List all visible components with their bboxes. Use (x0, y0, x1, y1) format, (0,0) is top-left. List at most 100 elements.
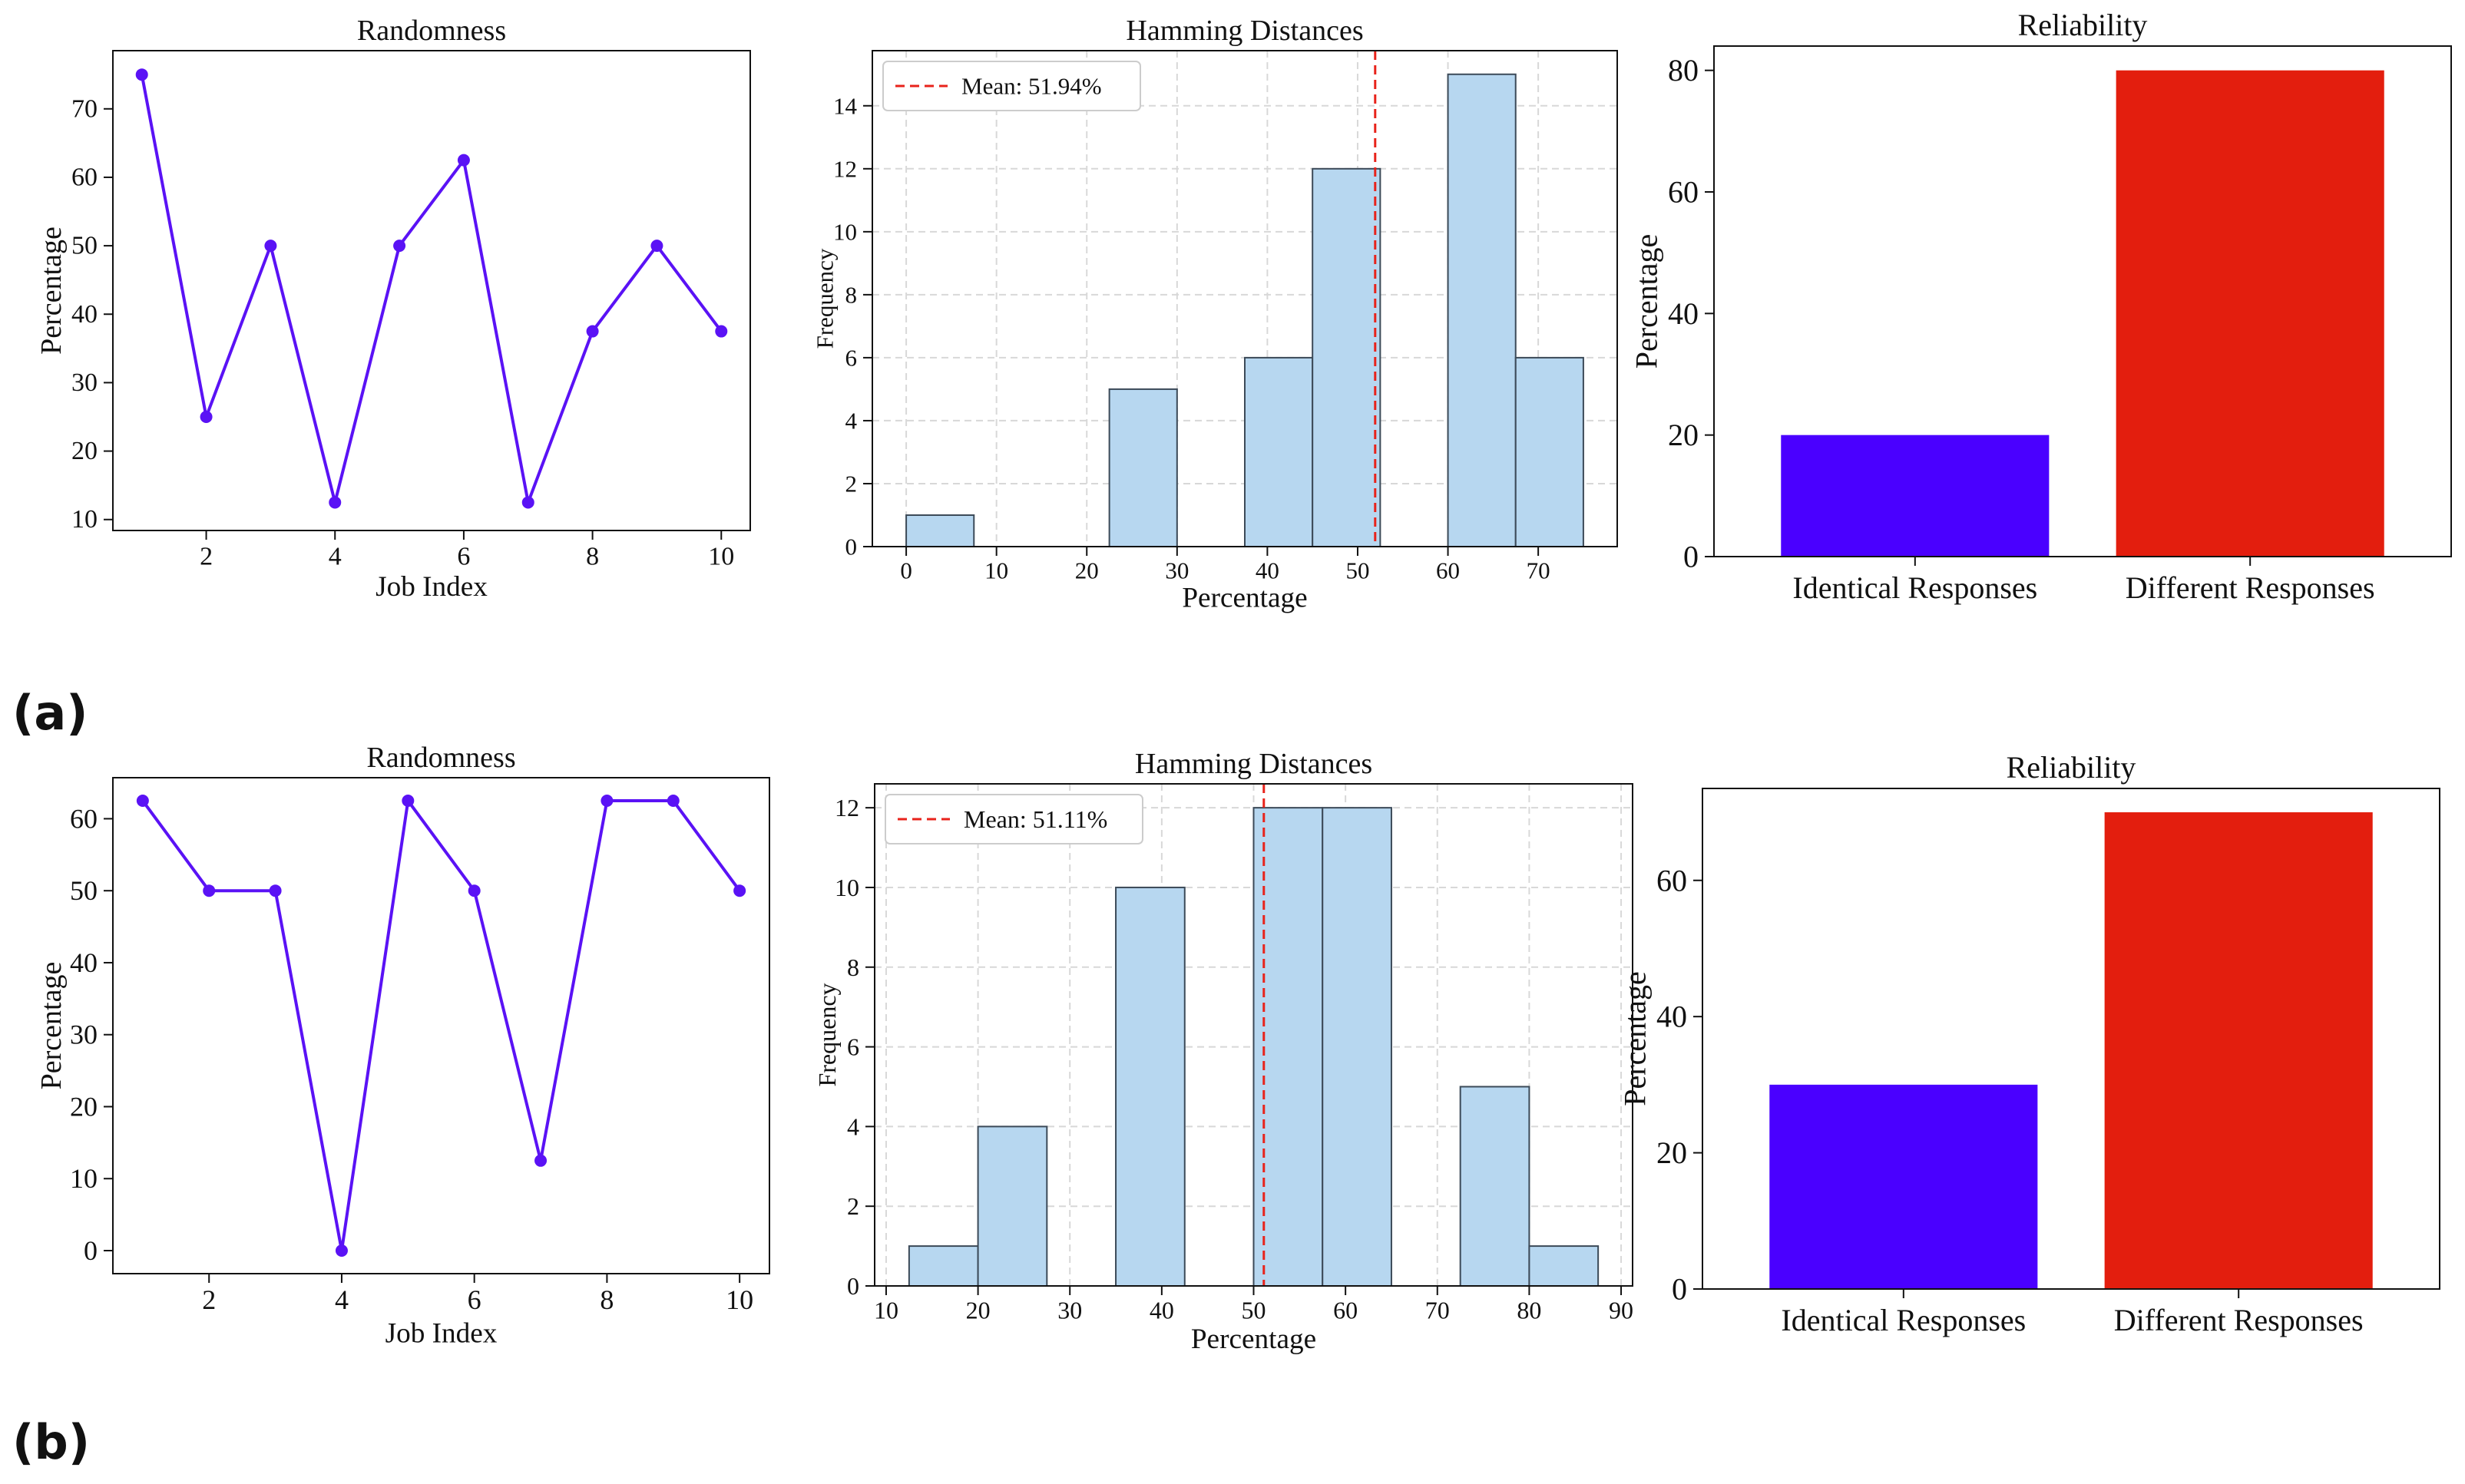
data-point (200, 410, 213, 423)
chart-b-randomness: 0 10 20 30 40 50 60 2 4 6 8 10 Randomness Job Index Pe… (35, 742, 770, 1349)
x-tick-label: Different Responses (2126, 570, 2375, 605)
histogram-bar (1528, 1245, 1600, 1287)
y-tick-label: 70 (71, 94, 98, 123)
data-point (269, 884, 282, 897)
data-point (393, 240, 406, 253)
y-tick-label: 10 (835, 874, 859, 901)
chart-title: Hamming Distances (1135, 748, 1372, 780)
x-tick-label: 0 (900, 557, 912, 583)
data-point (733, 884, 746, 897)
y-tick-label: 80 (1668, 53, 1699, 88)
x-tick-label: Identical Responses (1781, 1303, 2026, 1337)
y-tick-label: 8 (845, 281, 858, 308)
y-axis-label: Percentage (35, 962, 68, 1090)
y-tick-label: 20 (1668, 418, 1699, 452)
x-tick-label: 10 (726, 1284, 753, 1315)
y-tick-label: 60 (1668, 175, 1699, 210)
histogram-bar (1459, 1086, 1530, 1287)
x-tick-label: 8 (586, 542, 599, 570)
data-point (667, 795, 680, 808)
y-tick-label: 6 (847, 1033, 859, 1061)
y-tick-label: 50 (71, 232, 98, 260)
chart-a-hamming: 0 2 4 6 8 10 12 14 0 10 20 30 40 50 60 70 Hamming Distan… (812, 15, 1618, 614)
data-point (264, 240, 277, 253)
y-tick-label: 0 (845, 534, 858, 560)
y-tick-label: 60 (71, 163, 98, 191)
chart-title: Randomness (366, 742, 515, 774)
chart-title: Hamming Distances (1126, 15, 1363, 47)
y-tick-label: 4 (847, 1112, 859, 1140)
y-axis-label: Percentage (35, 226, 68, 355)
data-point (586, 325, 599, 338)
chart-a-reliability: Identical Responses Different Responses 0 2… (1630, 8, 2452, 605)
x-tick-label: 40 (1150, 1296, 1174, 1324)
legend-box (882, 61, 1141, 111)
y-tick-label: 60 (70, 803, 98, 834)
histogram-bar (1252, 807, 1324, 1287)
chart-a-randomness: 10 20 30 40 50 60 70 2 4 6 8 10 Randomness Job Index P… (35, 15, 751, 603)
series-line (141, 796, 741, 1251)
data-point (534, 1154, 548, 1167)
x-tick-label: 20 (1075, 557, 1099, 583)
histogram-bar (905, 514, 975, 548)
bar-identical-responses (1781, 435, 2050, 557)
histogram-bar (1447, 73, 1517, 547)
bar-different-responses (2104, 812, 2373, 1289)
x-tick-label: 20 (966, 1296, 991, 1324)
y-tick-label: 14 (833, 92, 858, 119)
y-tick-label: 60 (1656, 863, 1687, 897)
y-tick-label: 8 (847, 954, 859, 981)
histogram-bar (1108, 388, 1178, 547)
data-point (468, 884, 481, 897)
y-tick-label: 12 (835, 794, 859, 821)
data-point (650, 240, 663, 253)
histogram-bar (1322, 807, 1392, 1287)
y-tick-label: 0 (847, 1272, 859, 1300)
x-tick-label: 2 (202, 1284, 216, 1315)
x-tick-label: 30 (1057, 1296, 1082, 1324)
chart-title: Reliability (2018, 8, 2148, 42)
data-point (715, 325, 728, 338)
x-tick-label: 8 (600, 1284, 614, 1315)
x-tick-label: 60 (1436, 557, 1460, 583)
y-tick-label: 40 (71, 300, 98, 329)
chart-title: Randomness (357, 15, 506, 47)
x-axis-label: Percentage (1182, 583, 1307, 614)
y-axis-label: Frequency (813, 983, 841, 1086)
y-tick-label: 20 (71, 437, 98, 465)
x-tick-label: 4 (335, 1284, 349, 1315)
x-tick-label: 80 (1517, 1296, 1541, 1324)
y-axis-label: Percentage (1630, 234, 1664, 369)
chart-b-reliability: Identical Responses Different Responses 0 2… (1618, 750, 2440, 1337)
y-tick-label: 30 (70, 1020, 98, 1050)
data-point (203, 884, 216, 897)
x-tick-label: 10 (708, 542, 734, 570)
y-tick-label: 40 (1668, 296, 1699, 331)
bar-different-responses (2116, 70, 2384, 557)
histogram-bar (908, 1245, 979, 1287)
data-point (135, 68, 148, 81)
y-tick-label: 20 (1656, 1135, 1687, 1170)
y-tick-label: 50 (70, 875, 98, 906)
bar-identical-responses (1769, 1084, 2038, 1289)
y-tick-label: 20 (70, 1091, 98, 1122)
panel-label-b: (b) (12, 1414, 91, 1470)
y-tick-label: 6 (845, 344, 858, 371)
x-tick-label: 50 (1242, 1296, 1266, 1324)
data-point (136, 795, 149, 808)
y-tick-label: 0 (1672, 1272, 1687, 1307)
x-tick-label: 90 (1609, 1296, 1633, 1324)
y-tick-label: 12 (833, 155, 857, 182)
x-tick-label: 50 (1345, 557, 1369, 583)
y-tick-label: 4 (845, 407, 858, 434)
x-tick-label: 60 (1333, 1296, 1358, 1324)
y-tick-label: 10 (70, 1163, 98, 1194)
x-tick-label: 70 (1425, 1296, 1450, 1324)
histogram-bar (1244, 356, 1314, 547)
legend-label: Mean: 51.94% (961, 73, 1102, 100)
data-point (457, 154, 470, 167)
x-tick-label: 10 (984, 557, 1008, 583)
panel-label-a: (a) (12, 685, 88, 741)
histogram-bar (977, 1125, 1048, 1287)
